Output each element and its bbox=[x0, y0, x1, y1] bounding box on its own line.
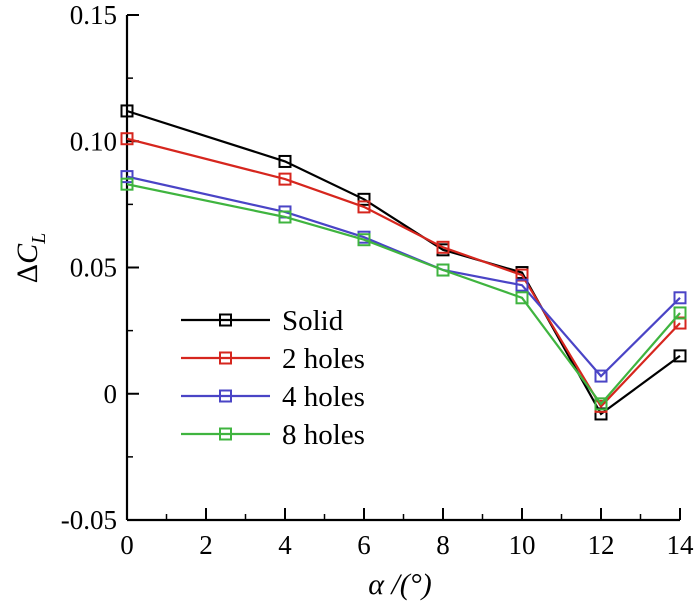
legend-marker bbox=[219, 427, 232, 441]
data-point-marker bbox=[436, 263, 450, 277]
x-tick-label: 8 bbox=[436, 530, 450, 560]
series-layer bbox=[120, 104, 687, 421]
legend: Solid 2 holes 4 holes 8 holes bbox=[181, 305, 365, 451]
y-axis-ticks: -0.05 0 0.05 0.10 0.15 bbox=[61, 0, 139, 535]
legend-entry: 8 holes bbox=[181, 419, 365, 451]
series-4-holes bbox=[120, 170, 687, 383]
x-tick-label: 4 bbox=[278, 530, 292, 560]
data-point-marker bbox=[515, 291, 529, 305]
plot-frame bbox=[125, 15, 680, 522]
y-axis-title: ΔCL bbox=[11, 233, 50, 283]
x-axis-ticks: 0 2 4 6 8 10 12 14 bbox=[120, 508, 694, 560]
legend-entry: Solid bbox=[181, 305, 344, 337]
x-tick-label: 14 bbox=[667, 530, 695, 560]
x-tick-label: 0 bbox=[120, 530, 134, 560]
series-line bbox=[126, 175, 681, 378]
legend-label: Solid bbox=[282, 305, 344, 337]
data-point-marker bbox=[278, 154, 292, 168]
data-point-marker bbox=[357, 200, 371, 214]
data-point-marker bbox=[673, 306, 687, 320]
legend-label: 2 holes bbox=[282, 343, 365, 375]
data-point-marker bbox=[673, 291, 687, 305]
legend-marker bbox=[219, 389, 232, 403]
data-point-marker bbox=[120, 132, 134, 146]
legend-entry: 4 holes bbox=[181, 381, 365, 413]
data-point-marker bbox=[278, 210, 292, 224]
data-point-marker bbox=[120, 177, 134, 191]
legend-marker bbox=[219, 351, 232, 365]
series-line bbox=[126, 137, 681, 409]
legend-entry: 2 holes bbox=[181, 343, 365, 375]
y-axis-title-prefix: Δ bbox=[11, 264, 44, 283]
series-2-holes bbox=[120, 132, 687, 413]
x-tick-label: 10 bbox=[509, 530, 536, 560]
y-tick-label: -0.05 bbox=[61, 505, 117, 535]
data-point-marker bbox=[357, 192, 371, 206]
legend-label: 4 holes bbox=[282, 381, 365, 413]
data-point-marker bbox=[594, 397, 608, 411]
y-tick-label: 0 bbox=[104, 379, 118, 409]
data-point-marker bbox=[120, 104, 134, 118]
series-8-holes bbox=[120, 177, 687, 411]
x-tick-label: 6 bbox=[357, 530, 371, 560]
x-tick-label: 12 bbox=[588, 530, 615, 560]
series-line bbox=[126, 183, 681, 406]
y-axis-title-subscript: L bbox=[28, 233, 50, 245]
y-tick-label: 0.05 bbox=[70, 253, 117, 283]
series-line bbox=[126, 109, 681, 416]
series-solid bbox=[120, 104, 687, 421]
y-tick-label: 0.15 bbox=[70, 0, 117, 30]
x-axis-title: α /(°) bbox=[368, 568, 432, 601]
data-point-marker bbox=[515, 278, 529, 292]
data-point-marker bbox=[673, 349, 687, 363]
data-point-marker bbox=[594, 369, 608, 383]
y-axis-title-main: C bbox=[11, 243, 44, 264]
legend-label: 8 holes bbox=[282, 419, 365, 451]
data-point-marker bbox=[436, 240, 450, 254]
y-tick-label: 0.10 bbox=[70, 126, 117, 156]
legend-marker bbox=[219, 313, 232, 327]
x-tick-label: 2 bbox=[199, 530, 213, 560]
data-point-marker bbox=[357, 233, 371, 247]
data-point-marker bbox=[278, 172, 292, 186]
data-point-marker bbox=[120, 170, 134, 184]
